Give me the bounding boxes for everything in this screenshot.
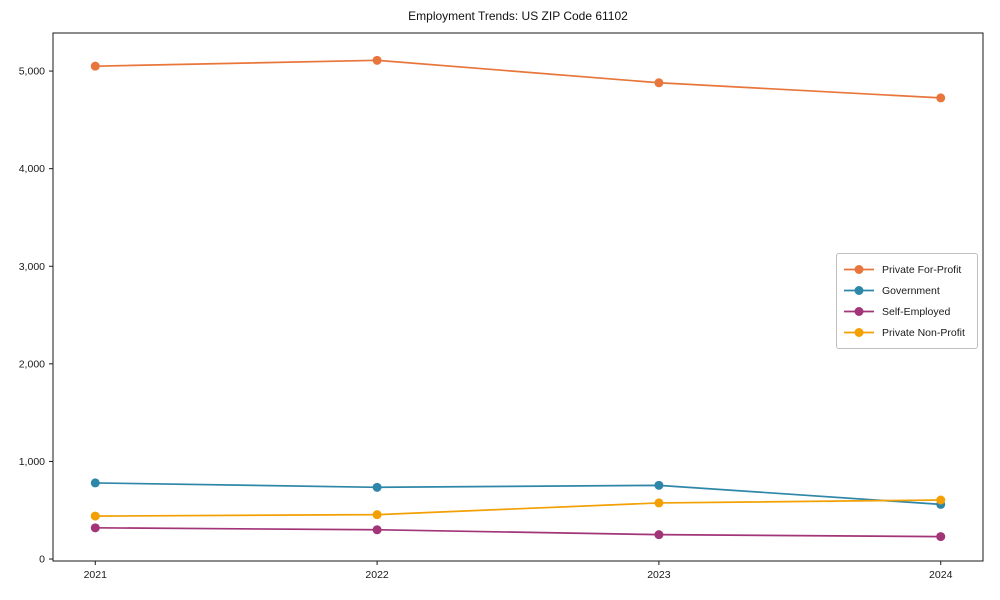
series-line <box>94 59 942 99</box>
legend-item: Private Non-Profit <box>844 322 969 343</box>
data-point-marker <box>90 523 100 533</box>
legend-line-marker-icon <box>844 286 874 295</box>
legend-label: Self-Employed <box>882 305 951 318</box>
x-tick-label: 2023 <box>647 569 671 581</box>
data-point-marker <box>372 55 382 65</box>
data-point-marker <box>936 532 946 542</box>
data-point-marker <box>654 480 664 490</box>
chart-title: Employment Trends: US ZIP Code 61102 <box>408 9 628 23</box>
series-line <box>94 482 942 506</box>
x-tick-label: 2021 <box>84 569 108 581</box>
data-point-marker <box>372 525 382 535</box>
legend-label: Private For-Profit <box>882 263 962 276</box>
legend-item: Government <box>844 280 969 301</box>
series-line <box>94 499 942 517</box>
data-point-marker <box>372 510 382 520</box>
legend-item: Self-Employed <box>844 301 969 322</box>
y-tick-label: 3,000 <box>19 261 45 273</box>
legend-label: Private Non-Profit <box>882 326 965 339</box>
data-point-marker <box>90 61 100 71</box>
legend-label: Government <box>882 284 940 297</box>
y-tick-label: 0 <box>39 554 45 566</box>
data-point-marker <box>654 498 664 508</box>
legend-line-marker-icon <box>844 307 874 316</box>
y-tick-label: 4,000 <box>19 163 45 175</box>
data-point-marker <box>936 495 946 505</box>
x-tick-label: 2024 <box>929 569 953 581</box>
plot-frame <box>52 32 984 562</box>
data-point-marker <box>936 93 946 103</box>
x-tick-label: 2022 <box>365 569 389 581</box>
legend-line-marker-icon <box>844 265 874 274</box>
data-point-marker <box>90 511 100 521</box>
legend-line-marker-icon <box>844 328 874 337</box>
y-tick-label: 5,000 <box>19 66 45 78</box>
data-point-marker <box>372 482 382 492</box>
legend-item: Private For-Profit <box>844 259 969 280</box>
y-tick-label: 2,000 <box>19 358 45 370</box>
data-point-marker <box>654 78 664 88</box>
series-line <box>94 526 942 538</box>
y-tick-label: 1,000 <box>19 456 45 468</box>
legend: Private For-Profit Government Self-Employe… <box>836 253 978 349</box>
data-point-marker <box>654 530 664 540</box>
data-point-marker <box>90 478 100 488</box>
